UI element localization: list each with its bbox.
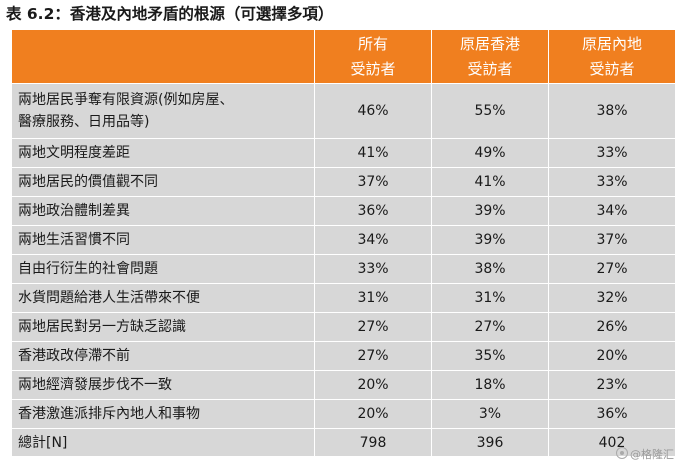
cell-hk: 41% — [431, 167, 549, 197]
cell-mainland: 27% — [548, 254, 676, 284]
cell-mainland: 26% — [548, 312, 676, 342]
cell-hk: 35% — [431, 341, 549, 371]
cell-all: 20% — [314, 370, 432, 400]
total-row: 總計[N] 798 396 402 — [11, 428, 676, 457]
row-label: 兩地居民的價值觀不同 — [11, 167, 315, 197]
row-label: 自由行衍生的社會問題 — [11, 254, 315, 284]
table-row: 香港政改停滯不前 27% 35% 20% — [11, 341, 676, 371]
cell-mainland: 32% — [548, 283, 676, 313]
watermark-logo-icon — [616, 447, 628, 459]
cell-all: 27% — [314, 341, 432, 371]
row-label: 香港政改停滯不前 — [11, 341, 315, 371]
caption-title: 香港及內地矛盾的根源（可選擇多項） — [69, 5, 334, 23]
row-label: 水貨問題給港人生活帶來不便 — [11, 283, 315, 313]
table-row: 兩地文明程度差距 41% 49% 33% — [11, 138, 676, 168]
header-hk-line2: 受訪者 — [467, 59, 513, 78]
total-all: 798 — [314, 428, 432, 457]
row-label: 香港激進派排斥內地人和事物 — [11, 399, 315, 429]
row-label: 兩地經濟發展步伐不一致 — [11, 370, 315, 400]
total-mainland: 402 — [548, 428, 676, 457]
header-mainland-line2: 受訪者 — [589, 59, 635, 78]
survey-table: 所有 受訪者 原居香港 受訪者 原居內地 受訪者 兩地居民爭奪有限資源(例如房屋… — [11, 29, 676, 457]
cell-all: 37% — [314, 167, 432, 197]
cell-hk: 31% — [431, 283, 549, 313]
cell-hk: 27% — [431, 312, 549, 342]
cell-all: 34% — [314, 225, 432, 255]
cell-mainland: 23% — [548, 370, 676, 400]
cell-mainland: 33% — [548, 167, 676, 197]
table-caption: 表 6.2：香港及內地矛盾的根源（可選擇多項） — [6, 2, 333, 28]
cell-hk: 39% — [431, 196, 549, 226]
cell-all: 41% — [314, 138, 432, 168]
caption-prefix: 表 6.2： — [6, 5, 70, 23]
header-row: 所有 受訪者 原居香港 受訪者 原居內地 受訪者 — [11, 29, 676, 84]
table-row: 水貨問題給港人生活帶來不便 31% 31% 32% — [11, 283, 676, 313]
row-label-line1: 兩地居民爭奪有限資源(例如房屋、 — [18, 92, 234, 108]
cell-all: 36% — [314, 196, 432, 226]
cell-all: 46% — [314, 83, 432, 139]
row-label-line2: 醫療服務、日用品等) — [18, 114, 150, 130]
cell-mainland: 20% — [548, 341, 676, 371]
cell-hk: 55% — [431, 83, 549, 139]
row-label: 兩地居民對另一方缺乏認識 — [11, 312, 315, 342]
cell-all: 31% — [314, 283, 432, 313]
cell-all: 20% — [314, 399, 432, 429]
header-all-line1: 所有 — [357, 34, 388, 53]
row-label: 兩地生活習慣不同 — [11, 225, 315, 255]
table-row: 香港激進派排斥內地人和事物 20% 3% 36% — [11, 399, 676, 429]
header-hk-line1: 原居香港 — [459, 34, 520, 53]
header-mainland-line1: 原居內地 — [581, 34, 642, 53]
watermark: @格隆汇 — [616, 446, 674, 462]
header-all-respondents: 所有 受訪者 — [314, 29, 432, 84]
cell-mainland: 37% — [548, 225, 676, 255]
row-label: 兩地政治體制差異 — [11, 196, 315, 226]
table-row: 兩地政治體制差異 36% 39% 34% — [11, 196, 676, 226]
header-blank-cell — [11, 29, 315, 84]
table-row: 自由行衍生的社會問題 33% 38% 27% — [11, 254, 676, 284]
cell-hk: 39% — [431, 225, 549, 255]
table-body: 兩地居民爭奪有限資源(例如房屋、 醫療服務、日用品等) 46% 55% 38% … — [11, 83, 676, 457]
cell-all: 33% — [314, 254, 432, 284]
cell-mainland: 34% — [548, 196, 676, 226]
cell-hk: 3% — [431, 399, 549, 429]
watermark-text: @格隆汇 — [630, 448, 674, 461]
table-row: 兩地經濟發展步伐不一致 20% 18% 23% — [11, 370, 676, 400]
cell-all: 27% — [314, 312, 432, 342]
cell-mainland: 36% — [548, 399, 676, 429]
cell-mainland: 33% — [548, 138, 676, 168]
total-hk: 396 — [431, 428, 549, 457]
row-label: 兩地居民爭奪有限資源(例如房屋、 醫療服務、日用品等) — [11, 83, 315, 139]
row-label: 兩地文明程度差距 — [11, 138, 315, 168]
cell-hk: 38% — [431, 254, 549, 284]
header-hk-respondents: 原居香港 受訪者 — [431, 29, 549, 84]
cell-mainland: 38% — [548, 83, 676, 139]
cell-hk: 18% — [431, 370, 549, 400]
header-all-line2: 受訪者 — [350, 59, 396, 78]
total-label: 總計[N] — [11, 428, 315, 457]
table-row: 兩地生活習慣不同 34% 39% 37% — [11, 225, 676, 255]
table-row: 兩地居民的價值觀不同 37% 41% 33% — [11, 167, 676, 197]
header-mainland-respondents: 原居內地 受訪者 — [548, 29, 676, 84]
table-row: 兩地居民對另一方缺乏認識 27% 27% 26% — [11, 312, 676, 342]
table-row: 兩地居民爭奪有限資源(例如房屋、 醫療服務、日用品等) 46% 55% 38% — [11, 83, 676, 139]
cell-hk: 49% — [431, 138, 549, 168]
